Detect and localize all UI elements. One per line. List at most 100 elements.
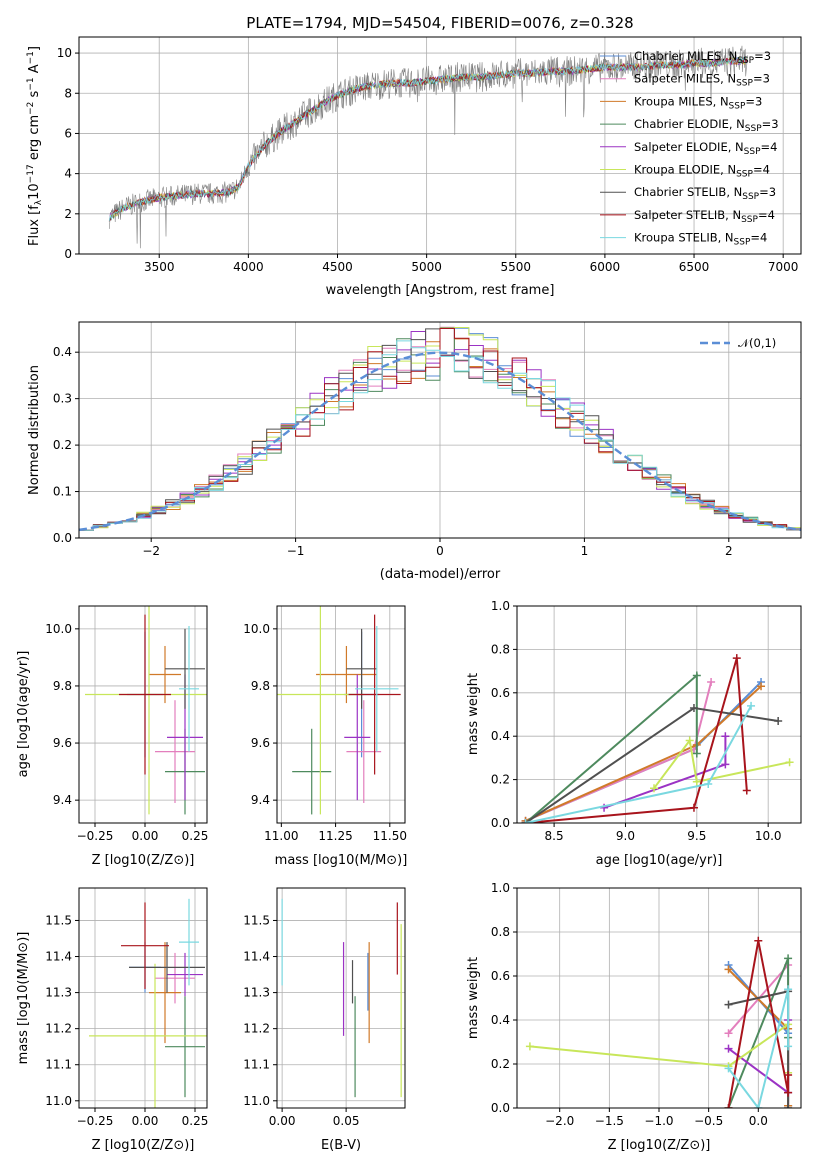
y-tick-label: 9.8 [251, 679, 270, 693]
plot-area [521, 654, 794, 823]
weight-marker-kroupa_stelib [724, 1064, 733, 1073]
weight-marker-kroupa_stelib [784, 985, 793, 994]
axes-frame [276, 605, 406, 824]
weight-marker-salpeter_stelib [784, 1071, 793, 1079]
y-tick-label: 11.4 [45, 950, 72, 964]
age-vs-Z-panel: −0.25 0.00 0.25 9.4 9.6 9.8 10.0 [45, 605, 209, 843]
y-tick-label: 0.0 [491, 816, 510, 830]
plot-area [79, 326, 801, 532]
mass-vs-ebv-panel: 0.00 0.05 11.0 11.1 11.2 11.3 11.4 11.5 [243, 887, 406, 1128]
axes-frame [276, 887, 406, 1109]
mass-vs-Z-panel-ylabel: mass [log10(M/M⊙)] [16, 932, 31, 1065]
y-tick-label: 0.3 [53, 392, 72, 406]
label-part: =4 [753, 163, 770, 177]
weight-marker-kroupa_elodie [685, 736, 694, 745]
label-part: Chabrier STELIB, N [634, 185, 742, 199]
label-part: −1 [26, 77, 36, 90]
label-part: =4 [758, 208, 775, 222]
weight-marker-kroupa_elodie [692, 777, 701, 786]
mass-vs-Z-panel-xlabel: Z [log10(Z/Z⊙)] [92, 1138, 195, 1153]
model-spectrum-kroupa_stelib [108, 56, 747, 222]
weight-marker-kroupa_stelib [521, 819, 530, 823]
plot-area [281, 898, 402, 1098]
y-tick-label: 11.3 [45, 986, 72, 1000]
y-tick-label: 0 [64, 247, 72, 261]
x-tick-label: −0.25 [77, 1114, 114, 1128]
weight-line-kroupa_stelib [727, 988, 790, 1108]
y-tick-label: 9.8 [53, 679, 72, 693]
y-tick-label: 10.0 [45, 622, 72, 636]
x-tick-label: 0.05 [333, 1114, 360, 1128]
weight-vs-age-panel-ylabel: mass weight [466, 673, 481, 755]
y-tick-label: 11.5 [243, 913, 270, 927]
x-tick-label: 7000 [768, 260, 799, 274]
residuals-xlabel: (data-model)/error [380, 567, 501, 582]
label-part: =3 [753, 72, 770, 86]
x-tick-label: −1.0 [644, 1114, 673, 1128]
x-tick-label: 2 [725, 544, 733, 558]
weight-marker-salpeter_stelib [784, 1088, 793, 1097]
y-tick-label: 9.6 [53, 736, 72, 750]
plot-area [277, 606, 401, 815]
x-tick-label: 4500 [322, 260, 353, 274]
x-tick-label: 0.00 [132, 829, 159, 843]
label-part: SSP [736, 79, 753, 89]
x-tick-label: 0.00 [132, 1114, 159, 1128]
legend-label-salpeter_elodie: Salpeter ELODIE, NSSP=4 [634, 140, 777, 157]
y-tick-label: 11.4 [243, 950, 270, 964]
x-tick-label: 11.00 [264, 829, 298, 843]
weight-marker-kroupa_miles [724, 965, 733, 974]
legend-label-kroupa_miles: Kroupa MILES, NSSP=3 [634, 94, 762, 111]
y-tick-label: 1.0 [491, 881, 510, 895]
y-tick-label: 1.0 [491, 599, 510, 613]
y-tick-label: 0.6 [491, 686, 510, 700]
label-part: Kroupa MILES, N [634, 94, 729, 108]
x-tick-label: 6500 [679, 260, 710, 274]
y-tick-label: 10.0 [243, 622, 270, 636]
label-part: Salpeter MILES, N [634, 72, 736, 86]
y-tick-label: 0.2 [53, 438, 72, 452]
plot-area [108, 45, 748, 249]
label-part: Salpeter ELODIE, N [634, 140, 744, 154]
y-tick-label: 0.8 [491, 642, 510, 656]
label-part: =4 [761, 140, 778, 154]
weight-marker-salpeter_elodie [721, 732, 730, 741]
x-tick-label: 0.0 [749, 1114, 768, 1128]
legend-label-gaussian: 𝒩(0,1) [738, 336, 776, 350]
weight-vs-age-panel-xlabel: age [log10(age/yr)] [596, 853, 723, 868]
label-part: −2 [26, 102, 36, 115]
gridlines [79, 606, 207, 823]
x-tick-label: −0.5 [694, 1114, 723, 1128]
y-tick-label: 9.4 [251, 793, 270, 807]
label-part: =3 [754, 49, 771, 63]
weight-marker-salpeter_elodie [724, 1044, 733, 1053]
y-tick-label: 0.6 [491, 969, 510, 983]
label-part: SSP [729, 101, 746, 111]
label-part: Chabrier ELODIE, N [634, 117, 745, 131]
legend-label-chabrier_miles: Chabrier MILES, NSSP=3 [634, 49, 771, 66]
x-tick-label: 11.50 [373, 829, 407, 843]
x-tick-label: 6000 [590, 260, 621, 274]
y-tick-label: 8 [64, 86, 72, 100]
weight-vs-Z-panel-xlabel: Z [log10(Z/Z⊙)] [608, 1138, 711, 1153]
axes-frame [78, 605, 208, 824]
gridlines [277, 606, 405, 823]
plot-area [85, 606, 207, 815]
weight-marker-chabrier_stelib [724, 1000, 733, 1009]
weight-marker-chabrier_elodie [692, 671, 701, 680]
y-tick-label: 11.5 [45, 913, 72, 927]
weight-marker-kroupa_miles [757, 682, 766, 691]
y-tick-label: 0.0 [491, 1101, 510, 1115]
y-tick-label: 11.1 [243, 1058, 270, 1072]
y-tick-label: 0.2 [491, 773, 510, 787]
x-tick-label: 0.25 [182, 829, 209, 843]
label-part: SSP [742, 192, 759, 202]
gridlines [277, 888, 405, 1108]
weight-line-salpeter_stelib [525, 657, 748, 823]
label-part: 10 [27, 183, 42, 200]
weight-vs-Z-panel-ylabel: mass weight [466, 957, 481, 1039]
spectrum-title: PLATE=1794, MJD=54504, FIBERID=0076, z=0… [246, 14, 633, 32]
weight-marker-salpeter_miles [724, 1029, 733, 1038]
weight-marker-salpeter_elodie [600, 803, 609, 812]
